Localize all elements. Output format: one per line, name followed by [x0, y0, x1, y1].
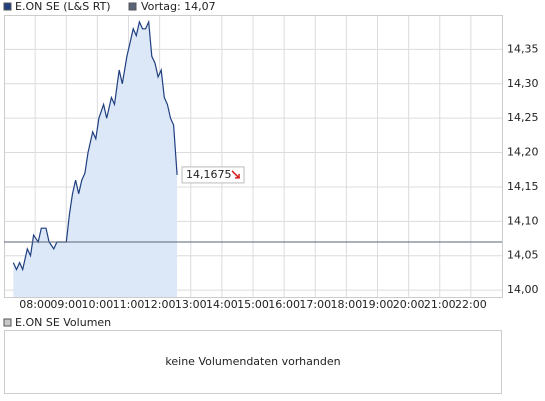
- x-tick-label: 21:00: [424, 298, 456, 311]
- volume-title: E.ON SE Volumen: [15, 316, 111, 329]
- y-tick-label: 14,15: [507, 180, 539, 193]
- y-tick-label: 14,10: [507, 214, 539, 227]
- x-tick-label: 08:00: [19, 298, 51, 311]
- y-tick-label: 14,35: [507, 42, 539, 55]
- legend-swatch: [128, 2, 137, 11]
- down-arrow: [231, 170, 240, 179]
- area: [13, 21, 178, 298]
- plot-border: [4, 15, 503, 298]
- x-tick-label: 09:00: [50, 298, 82, 311]
- legend-entry: E.ON SE (L&S RT): [15, 0, 111, 13]
- y-tick-label: 14,00: [507, 283, 539, 296]
- last-price-box: [181, 166, 245, 184]
- legend-entry: Vortag: 14,07: [141, 0, 216, 13]
- x-tick-label: 10:00: [82, 298, 114, 311]
- x-tick-label: 18:00: [331, 298, 363, 311]
- y-tick-label: 14,20: [507, 146, 539, 159]
- x-tick-label: 22:00: [455, 298, 487, 311]
- volume-message: keine Volumendaten vorhanden: [165, 355, 340, 368]
- x-tick-label: 14:00: [206, 298, 238, 311]
- x-tick-label: 17:00: [299, 298, 331, 311]
- x-tick-label: 19:00: [362, 298, 394, 311]
- last-price-label: 14,1675: [186, 168, 232, 181]
- volume-panel: [4, 330, 502, 394]
- x-tick-label: 15:00: [237, 298, 269, 311]
- x-tick-label: 20:00: [393, 298, 425, 311]
- legend-swatch: [3, 318, 12, 327]
- x-tick-label: 12:00: [144, 298, 176, 311]
- legend-swatch: [3, 2, 12, 11]
- price-line: [12, 19, 178, 272]
- x-tick-label: 13:00: [175, 298, 207, 311]
- y-tick-label: 14,05: [507, 249, 539, 262]
- y-tick-label: 14,25: [507, 111, 539, 124]
- x-tick-label: 11:00: [113, 298, 145, 311]
- y-tick-label: 14,30: [507, 77, 539, 90]
- x-tick-label: 16:00: [268, 298, 300, 311]
